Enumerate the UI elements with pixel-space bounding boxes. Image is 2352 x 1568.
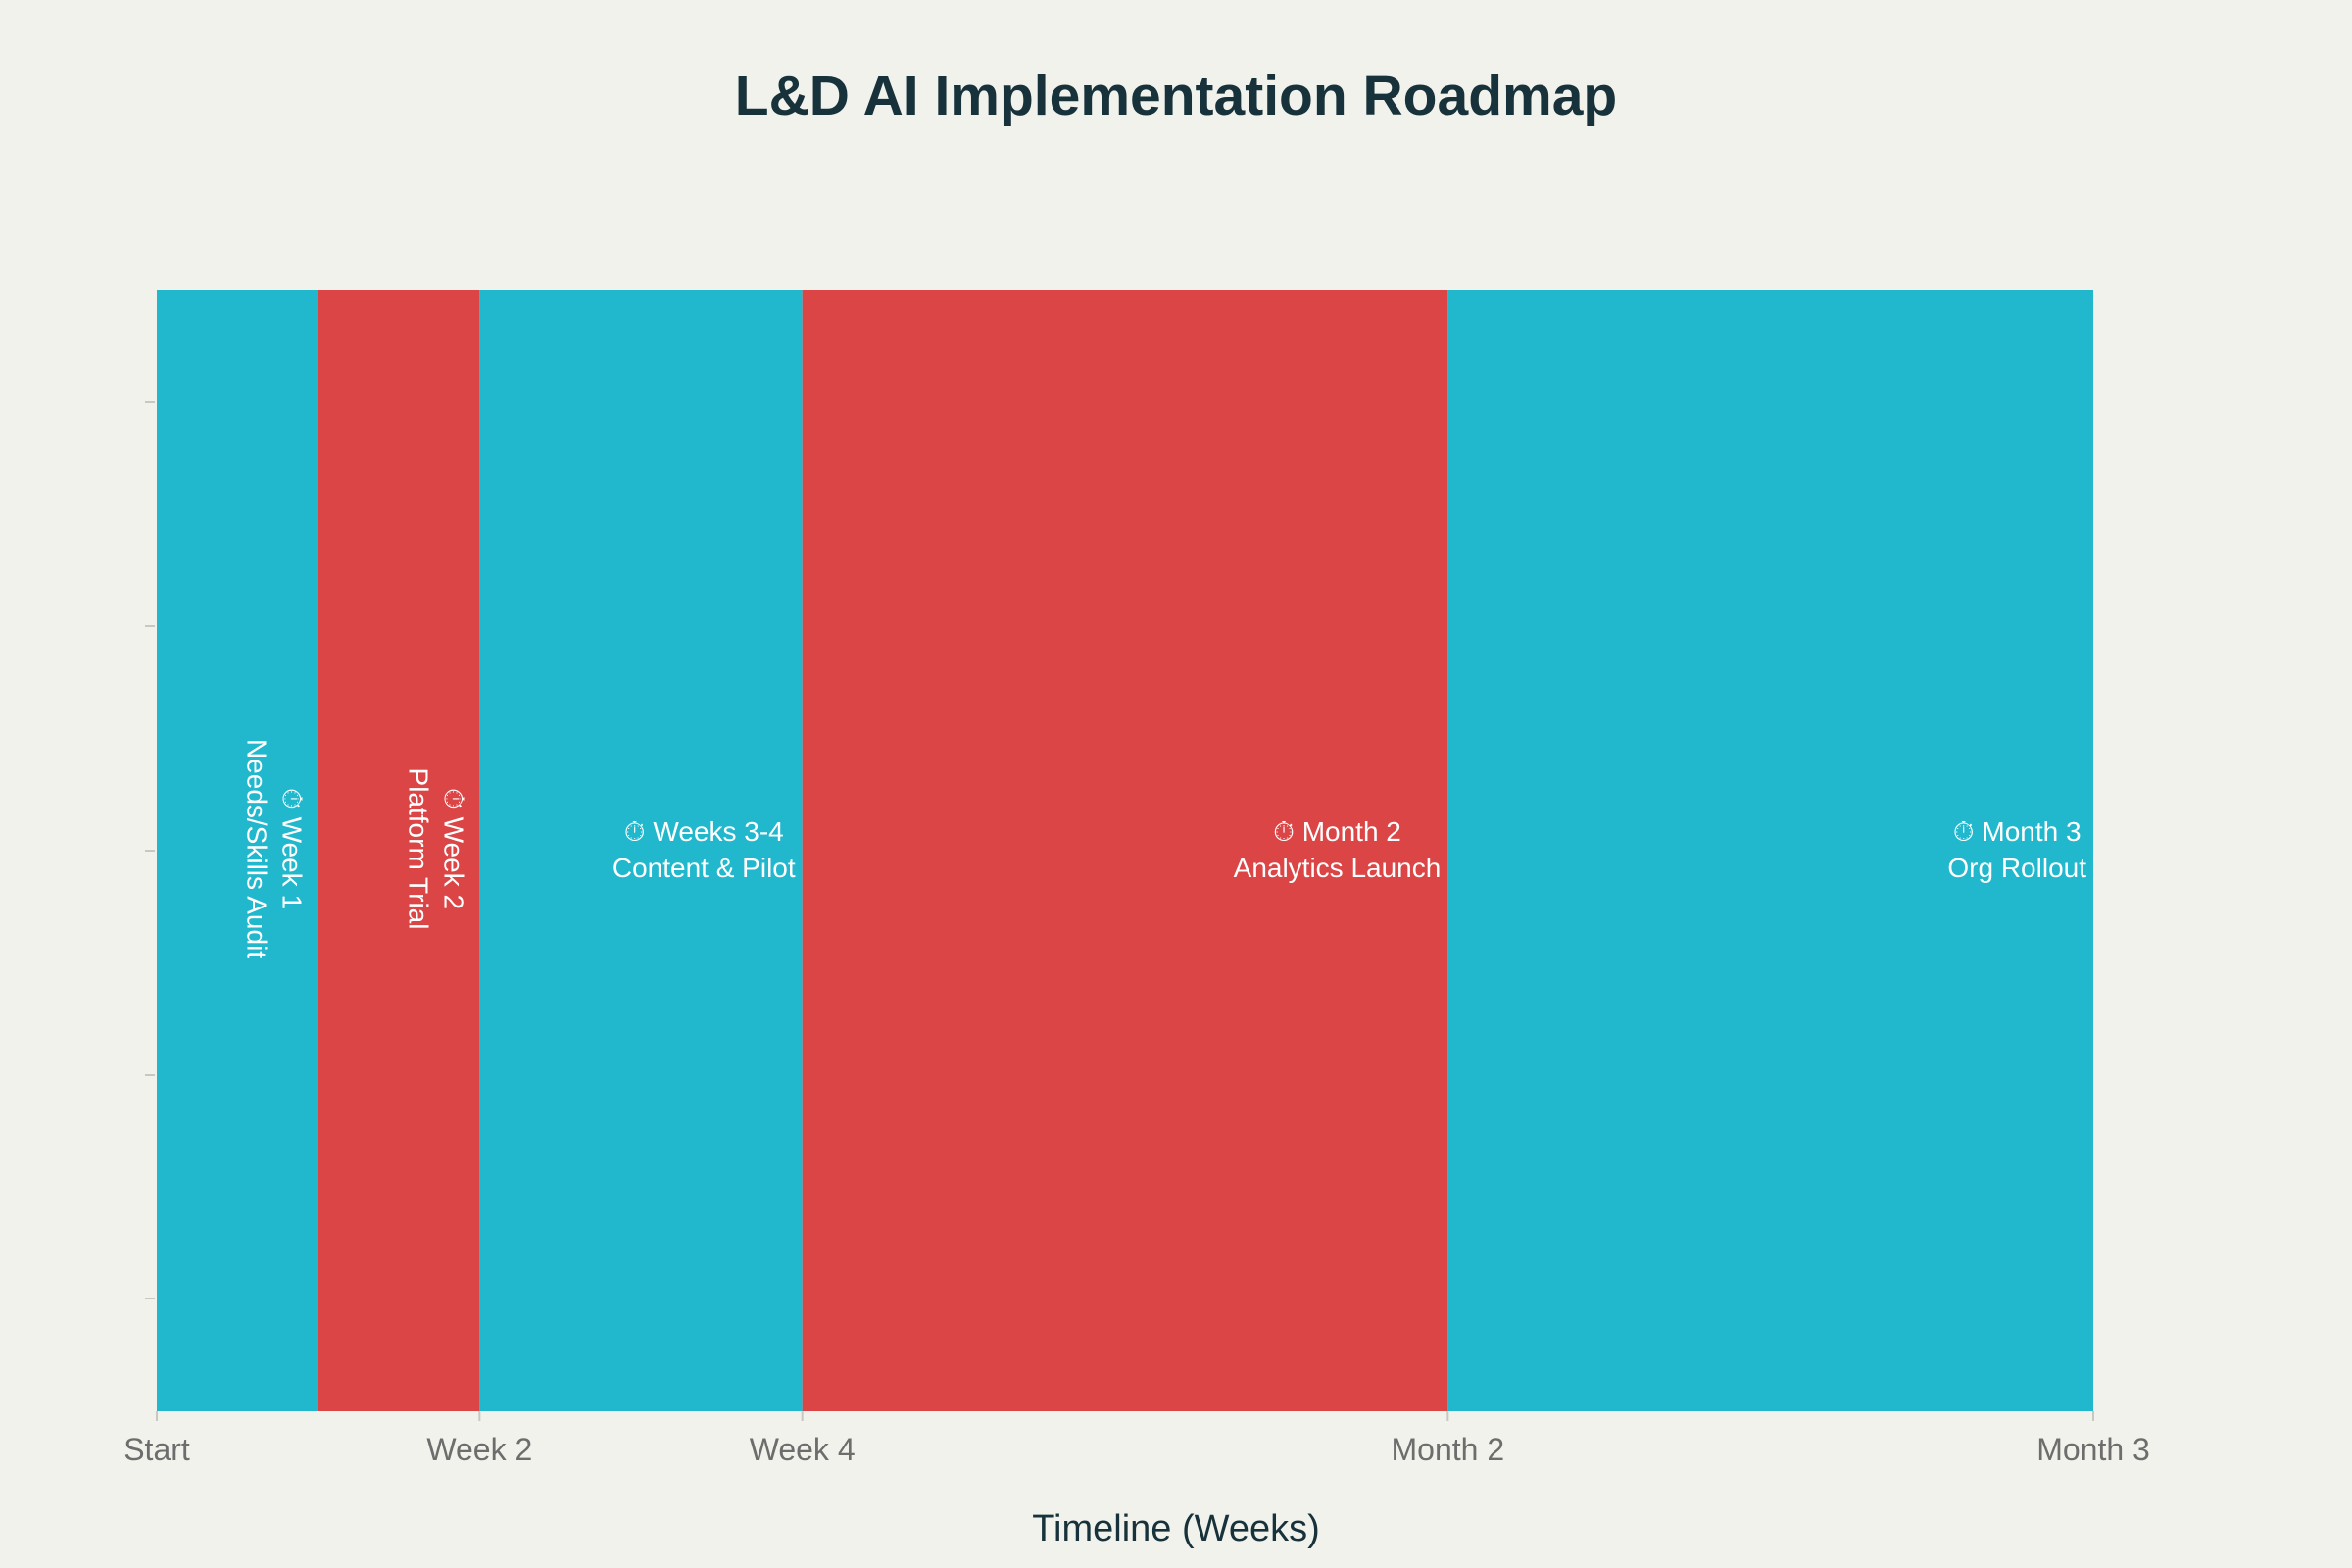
- bar-segment-2: [318, 290, 480, 1411]
- x-axis-title: Timeline (Weeks): [1032, 1508, 1320, 1549]
- y-axis-ticks: [145, 401, 155, 1299]
- bar-segment-4: [802, 290, 1448, 1411]
- bar-label-1: ⏱ Week 1Needs/Skills Audit: [242, 739, 308, 958]
- bar-label-2: ⏱ Week 2Platform Trial: [403, 768, 468, 930]
- x-tick-label-0: Start: [123, 1432, 190, 1467]
- timeline-bars: ⏱ Week 1Needs/Skills Audit ⏱ Week 2Platfo…: [157, 290, 2093, 1411]
- x-tick-label-3: Month 2: [1392, 1432, 1505, 1467]
- bar-label-4: ⏱ Month 2 Analytics Launch: [1234, 816, 1442, 883]
- bar-segment-1: [157, 290, 318, 1411]
- x-tick-label-1: Week 2: [426, 1432, 532, 1467]
- x-tick-label-2: Week 4: [750, 1432, 856, 1467]
- bar-segment-5: [1447, 290, 2093, 1411]
- x-axis: Start Week 2 Week 4 Month 2 Month 3: [123, 1411, 2150, 1467]
- bar-label-5: ⏱ Month 3 Org Rollout: [1947, 816, 2086, 883]
- x-tick-label-4: Month 3: [2036, 1432, 2150, 1467]
- bar-segment-3: [479, 290, 803, 1411]
- bar-label-3: ⏱ Weeks 3-4 Content & Pilot: [612, 816, 796, 883]
- chart-title: L&D AI Implementation Roadmap: [735, 65, 1617, 127]
